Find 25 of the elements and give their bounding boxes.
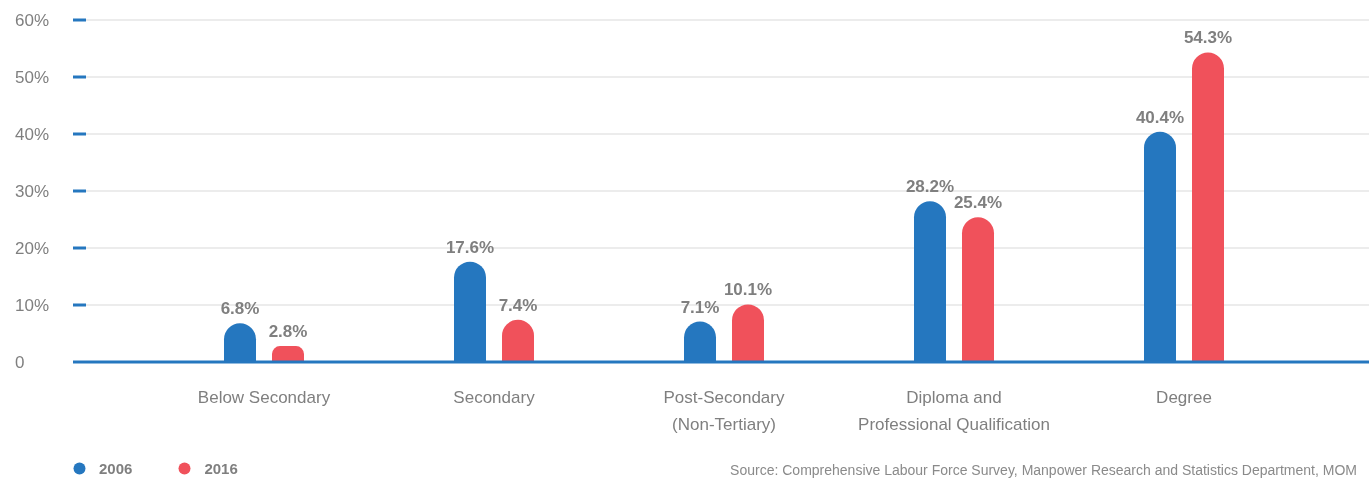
data-label: 25.4% bbox=[953, 193, 1003, 213]
y-tick-label: 10% bbox=[15, 296, 50, 315]
legend-label: 2016 bbox=[204, 460, 238, 477]
data-label: 28.2% bbox=[905, 177, 955, 197]
data-label: 6.8% bbox=[220, 299, 260, 319]
y-tick-label: 30% bbox=[15, 182, 50, 201]
data-label: 17.6% bbox=[445, 237, 495, 257]
data-label: 2.8% bbox=[268, 322, 308, 342]
y-tick-label: 0 bbox=[15, 353, 25, 372]
source-note: Source: Comprehensive Labour Force Survey, Manpower Research and Statistics Department, MOM bbox=[730, 462, 1357, 478]
y-tick-label: 20% bbox=[15, 239, 50, 258]
y-tick-label: 50% bbox=[15, 68, 50, 87]
y-tick-label: 40% bbox=[15, 125, 50, 144]
x-tick-label: Secondary bbox=[453, 388, 536, 407]
data-label: 7.4% bbox=[498, 295, 538, 315]
y-tick-label: 60% bbox=[15, 11, 50, 30]
data-label: 40.4% bbox=[1135, 107, 1185, 127]
legend-label: 2006 bbox=[99, 460, 133, 477]
x-tick-label: Degree bbox=[1156, 388, 1212, 407]
data-label: 7.1% bbox=[680, 297, 720, 317]
x-tick-label: Below Secondary bbox=[197, 388, 331, 407]
data-label: 54.3% bbox=[1183, 28, 1233, 48]
x-tick-label: Post-Secondary (Non-Tertiary) bbox=[663, 388, 785, 434]
data-label: 10.1% bbox=[723, 280, 773, 300]
x-tick-label: Diploma and Professional Qualification bbox=[858, 388, 1050, 434]
